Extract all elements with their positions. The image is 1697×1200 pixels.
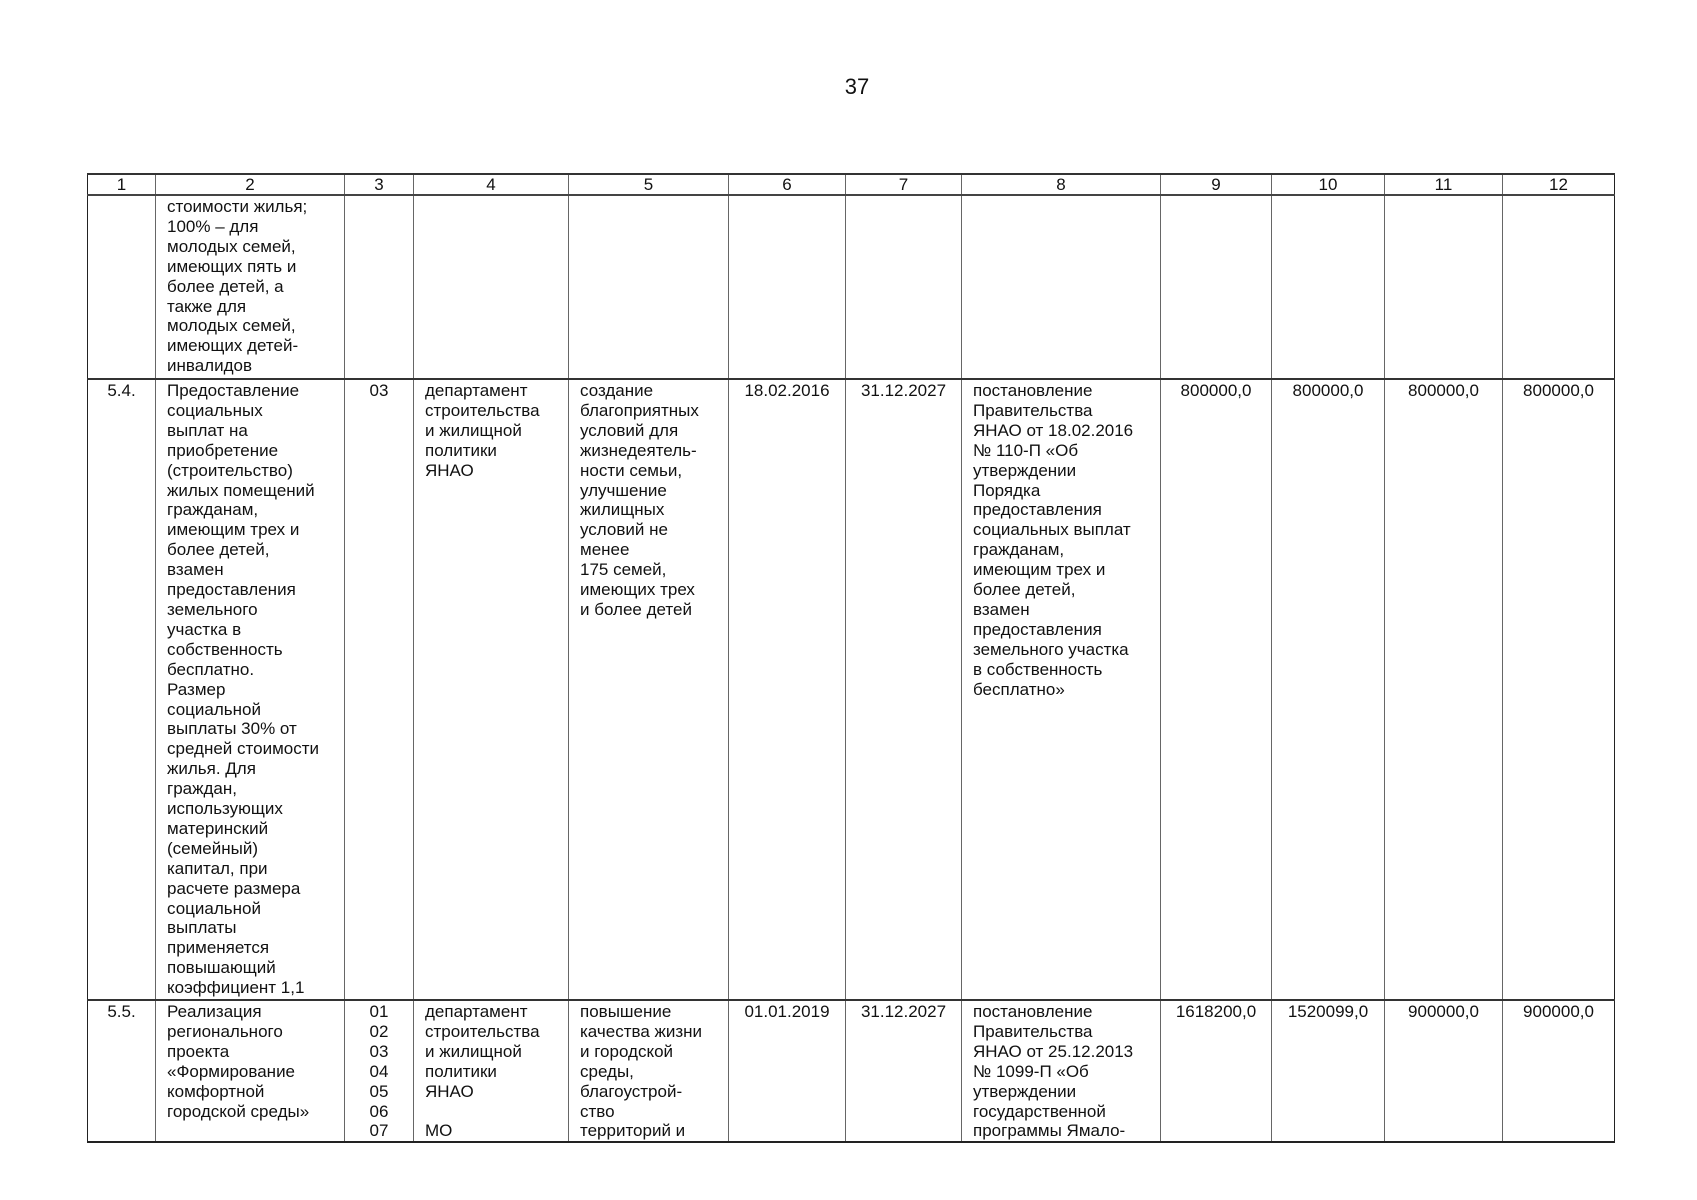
value-col-10: 800000,0: [1271, 378, 1385, 1001]
item-number: 5.5.: [87, 998, 156, 1144]
column-header: 5: [568, 173, 729, 196]
legal-basis: постановление Правительства ЯНАО от 25.1…: [961, 998, 1161, 1144]
expected-result: повышение качества жизни и городской сре…: [568, 998, 729, 1144]
column-header: 8: [961, 173, 1161, 196]
page-number: 37: [844, 74, 870, 99]
table-row: 5.4. Предоставление социальных выплат на…: [87, 378, 1615, 1001]
column-header: 9: [1160, 173, 1272, 196]
value-col-9: 1618200,0: [1160, 998, 1272, 1144]
end-date: 31.12.2027: [845, 998, 962, 1144]
end-date: 31.12.2027: [845, 378, 962, 1001]
column-header: 10: [1271, 173, 1385, 196]
table-row: стоимости жилья; 100% – для молодых семе…: [87, 194, 1615, 380]
end-date: [845, 194, 962, 380]
code: [344, 194, 414, 380]
column-header: 4: [413, 173, 569, 196]
start-date: 01.01.2019: [728, 998, 846, 1144]
item-number: [87, 194, 156, 380]
executor: [413, 194, 569, 380]
value-col-9: [1160, 194, 1272, 380]
legal-basis: [961, 194, 1161, 380]
activity-name: Реализация регионального проекта «Формир…: [155, 998, 345, 1144]
column-number-header-row: 1 2 3 4 5 6 7 8 9 10 11 12: [87, 173, 1615, 196]
expected-result: [568, 194, 729, 380]
value-col-11: [1384, 194, 1503, 380]
item-number: 5.4.: [87, 378, 156, 1001]
start-date: [728, 194, 846, 380]
column-header: 11: [1384, 173, 1503, 196]
value-col-12: 900000,0: [1502, 998, 1615, 1144]
column-header: 12: [1502, 173, 1615, 196]
column-header: 6: [728, 173, 846, 196]
value-col-9: 800000,0: [1160, 378, 1272, 1001]
column-header: 3: [344, 173, 414, 196]
value-col-11: 900000,0: [1384, 998, 1503, 1144]
program-activities-table: 1 2 3 4 5 6 7 8 9 10 11 12 стоимости жил…: [87, 173, 1615, 1144]
legal-basis: постановление Правительства ЯНАО от 18.0…: [961, 378, 1161, 1001]
value-col-12: [1502, 194, 1615, 380]
value-col-10: [1271, 194, 1385, 380]
column-header: 2: [155, 173, 345, 196]
start-date: 18.02.2016: [728, 378, 846, 1001]
value-col-12: 800000,0: [1502, 378, 1615, 1001]
executor: департамент строительства и жилищной пол…: [413, 998, 569, 1144]
expected-result: создание благоприятных условий для жизне…: [568, 378, 729, 1001]
value-col-11: 800000,0: [1384, 378, 1503, 1001]
activity-name: Предоставление социальных выплат на прио…: [155, 378, 345, 1001]
value-col-10: 1520099,0: [1271, 998, 1385, 1144]
executor: департамент строительства и жилищной пол…: [413, 378, 569, 1001]
code: 03: [344, 378, 414, 1001]
column-header: 1: [87, 173, 156, 196]
activity-name: стоимости жилья; 100% – для молодых семе…: [155, 194, 345, 380]
code: 01 02 03 04 05 06 07: [344, 998, 414, 1144]
table-row: 5.5. Реализация регионального проекта «Ф…: [87, 998, 1615, 1144]
column-header: 7: [845, 173, 962, 196]
